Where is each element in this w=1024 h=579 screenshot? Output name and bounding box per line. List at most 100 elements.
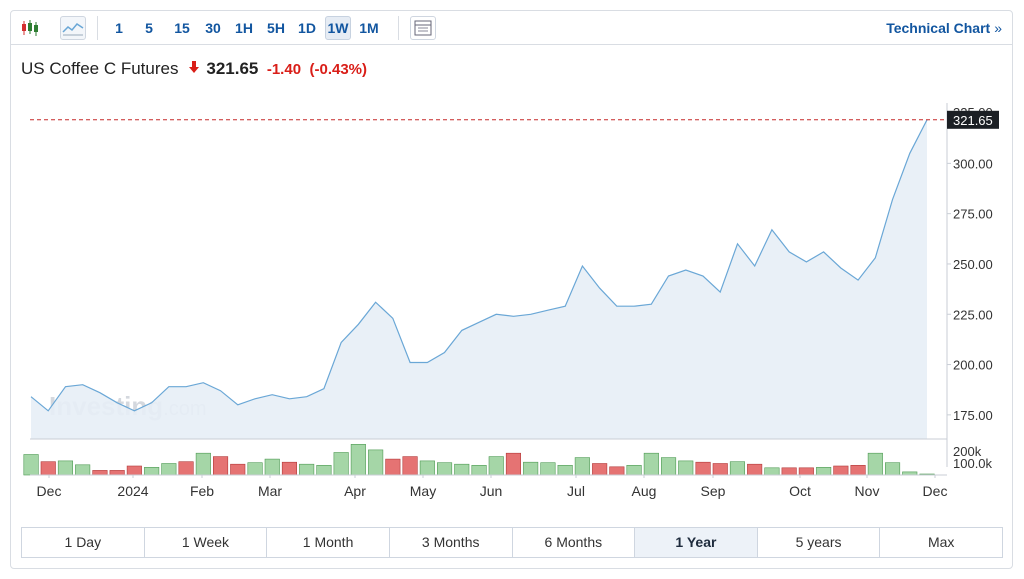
x-tick-label: Feb [190, 483, 214, 499]
volume-bar [729, 461, 746, 476]
line-chart-icon[interactable] [60, 16, 86, 40]
price-point [598, 287, 600, 289]
price-point [754, 265, 756, 267]
x-tick-label: Jul [567, 483, 585, 499]
x-tick-label: Aug [632, 483, 657, 499]
x-tick-label: Dec [37, 483, 62, 499]
toolbar-divider [398, 16, 399, 40]
price-point [771, 229, 773, 231]
volume-bar [454, 463, 470, 476]
volume-bar [213, 456, 229, 476]
volume-bar [92, 470, 108, 476]
volume-bar [333, 452, 349, 476]
x-tick-label: Dec [923, 483, 948, 499]
volume-bar [850, 464, 866, 476]
price-point [357, 323, 359, 325]
y-tick-label: 275.00 [953, 207, 993, 222]
price-point [461, 329, 463, 331]
toolbar-divider [97, 16, 98, 40]
price-point [185, 386, 187, 388]
chart-widget: 1 5 15 30 1H 5H 1D 1W 1M Technical Chart» US Cof… [10, 10, 1013, 569]
range-5-years-button[interactable]: 5 years [758, 528, 881, 557]
timeframe-1h-button[interactable]: 1H [235, 20, 253, 36]
y-tick-label: 175.00 [953, 408, 993, 423]
price-point [99, 392, 101, 394]
range-1-year-button[interactable]: 1 Year [635, 528, 758, 557]
range-6-months-button[interactable]: 6 Months [513, 528, 636, 557]
table-icon[interactable] [410, 16, 436, 40]
price-point [891, 198, 893, 200]
range-1-week-button[interactable]: 1 Week [145, 528, 268, 557]
timeframe-1w-button[interactable]: 1W [325, 16, 351, 40]
volume-axis-label: 100.0k [953, 456, 993, 471]
price-point [805, 261, 807, 263]
price-change: -1.40 [266, 61, 302, 78]
volume-bar [488, 456, 504, 476]
x-tick-label: 2024 [117, 483, 148, 499]
chevron-right-icon: » [994, 20, 1002, 36]
timeframe-30-button[interactable]: 30 [205, 20, 221, 36]
range-max-button[interactable]: Max [927, 534, 955, 550]
price-point [306, 396, 308, 398]
volume-bar [109, 470, 125, 476]
price-point [30, 396, 32, 398]
volume-bar [419, 460, 435, 476]
volume-bar [781, 467, 797, 476]
volume-bar [385, 458, 401, 476]
price-point [150, 402, 152, 404]
candlestick-icon[interactable] [17, 16, 43, 40]
last-price: 321.65 [206, 59, 259, 78]
price-point [909, 152, 911, 154]
price-point [736, 243, 738, 245]
timeframe-5-button[interactable]: 5 [145, 20, 153, 36]
price-point [47, 410, 49, 412]
price-point [64, 386, 66, 388]
timeframe-5h-button[interactable]: 5H [267, 20, 285, 36]
volume-bar [402, 456, 418, 476]
price-point [237, 404, 239, 406]
y-tick-label: 300.00 [953, 156, 993, 171]
price-point [547, 309, 549, 311]
timeframe-15-button[interactable]: 15 [174, 20, 190, 36]
volume-bar [299, 463, 315, 476]
volume-bar [161, 463, 177, 476]
price-point [857, 279, 859, 281]
technical-chart-label: Technical Chart [886, 20, 991, 36]
volume-bar [626, 464, 642, 476]
volume-bar [281, 461, 298, 476]
volume-bar [884, 462, 901, 476]
volume-axis-label: 200k [953, 444, 982, 459]
price-area [31, 119, 927, 440]
range-1-month-button[interactable]: 1 Month [267, 528, 390, 557]
price-line [30, 119, 928, 412]
timeframe-1-button[interactable]: 1 [115, 20, 123, 36]
volume-bar [471, 464, 487, 476]
timeframe-1d-button[interactable]: 1D [298, 20, 316, 36]
technical-chart-link[interactable]: Technical Chart» [886, 11, 1002, 45]
y-tick-label: 200.00 [953, 358, 993, 373]
volume-bar [712, 463, 728, 476]
price-point [340, 341, 342, 343]
price-point [323, 388, 325, 390]
x-tick-label: Mar [258, 483, 282, 499]
volume-bar [178, 461, 194, 476]
price-point [168, 386, 170, 388]
price-point [271, 394, 273, 396]
x-tick-label: Nov [855, 483, 880, 499]
volume-bar [695, 461, 711, 476]
volume-bar [126, 465, 142, 476]
volume-bar [247, 462, 263, 476]
y-tick-label: 250.00 [953, 257, 993, 272]
volume-bar [643, 452, 659, 476]
volume-bar [57, 460, 74, 476]
range-3-months-button[interactable]: 3 Months [390, 528, 513, 557]
price-point [822, 251, 824, 253]
price-point [512, 315, 514, 317]
price-point [443, 351, 445, 353]
timeframe-1m-button[interactable]: 1M [359, 20, 379, 36]
volume-bar [816, 466, 832, 476]
last-price-badge [947, 110, 999, 129]
range-1-day-button[interactable]: 1 Day [22, 528, 145, 557]
price-point [478, 321, 480, 323]
price-chart[interactable]: Investing.com325.00175.00200.00225.00250… [21, 97, 1003, 507]
